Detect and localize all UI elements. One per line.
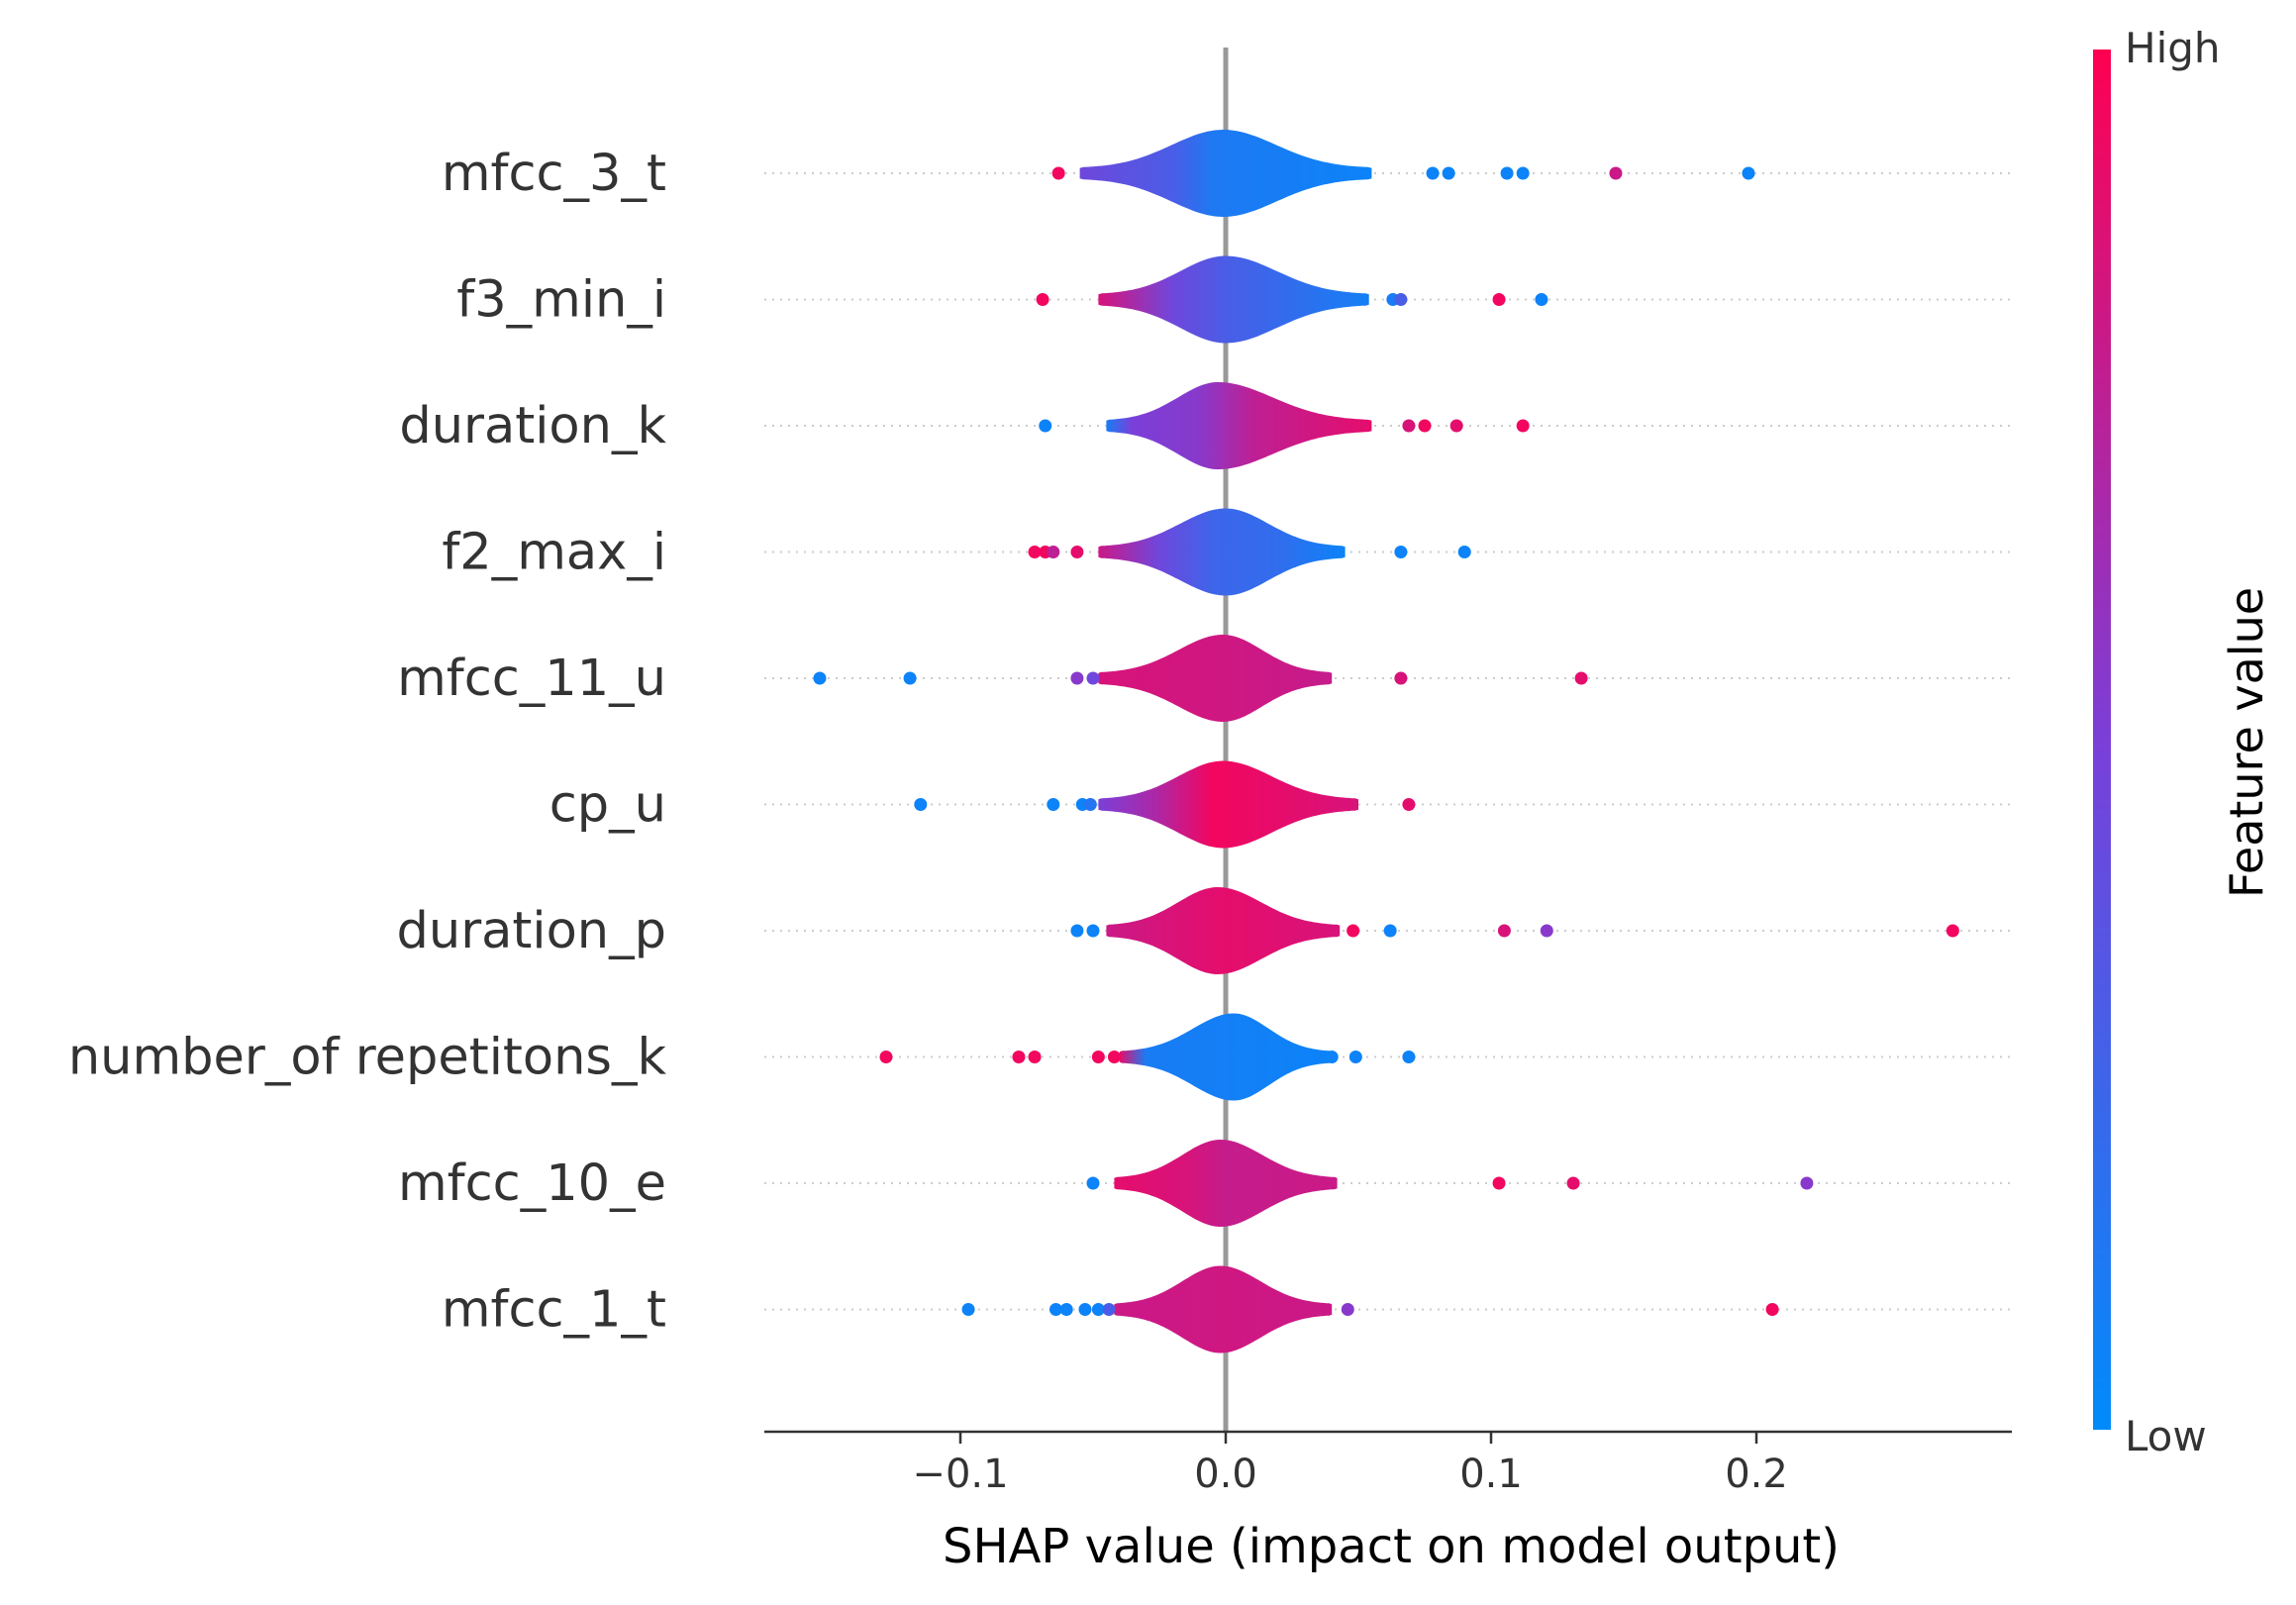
outlier-point [1107,1051,1121,1063]
outlier-point [1325,1051,1339,1063]
x-tick-label: 0.2 [1725,1452,1788,1497]
outlier-point [1402,798,1416,811]
outlier-point [914,798,928,811]
outlier-point [1347,924,1360,938]
outlier-point [1086,1176,1100,1190]
outlier-point [1492,293,1506,306]
outlier-point [1394,293,1408,306]
outlier-point [1028,546,1042,558]
colorbar-gradient [2093,50,2111,1430]
outlier-point [1426,166,1440,180]
x-tick-label: 0.1 [1459,1452,1523,1497]
outlier-point [813,671,827,685]
outlier-point [1574,671,1588,685]
violin-mfcc-3-t [1079,130,1372,217]
outlier-point [1083,798,1097,811]
colorbar: High Low Feature value [2093,24,2273,1460]
outlier-point [1070,546,1084,558]
feature-label: f2_max_i [442,524,666,582]
violin-mfcc-1-t [1114,1265,1333,1354]
outlier-point [1012,1051,1026,1063]
outlier-point [1402,1051,1416,1063]
feature-label: mfcc_1_t [442,1281,666,1340]
feature-label: duration_p [397,902,666,960]
outlier-point [1497,924,1511,938]
outlier-point [1102,1303,1116,1316]
outlier-point [1500,166,1514,180]
violin-duration-k [1106,382,1372,469]
outlier-point [1070,924,1084,938]
outlier-point [1609,166,1623,180]
feature-label: f3_min_i [456,271,666,330]
outlier-point [1070,671,1084,685]
outlier-point [1492,1176,1506,1190]
colorbar-low-label: Low [2125,1412,2207,1460]
outlier-point [903,671,917,685]
outlier-point [1516,419,1530,433]
feature-labels: mfcc_3_t f3_min_i duration_k f2_max_i mfcc_1… [68,145,667,1340]
outlier-points [813,166,1959,1316]
outlier-point [1566,1176,1580,1190]
outlier-point [1742,166,1755,180]
outlier-point [1540,924,1553,938]
outlier-point [961,1303,975,1316]
outlier-point [1418,419,1432,433]
violin-number-of-repetitons-k [1119,1013,1333,1101]
x-axis: −0.1 0.0 0.1 0.2 [764,1430,2012,1497]
outlier-point [1047,546,1060,558]
outlier-point [1348,1051,1362,1063]
outlier-point [1394,546,1408,558]
x-tick-label: 0.0 [1194,1452,1257,1497]
outlier-point [1457,546,1471,558]
violin-mfcc-11-u [1098,635,1333,722]
feature-label: mfcc_11_u [397,650,666,708]
outlier-point [1047,798,1060,811]
outlier-point [1039,419,1052,433]
violins [1079,130,1372,1354]
outlier-point [1449,419,1463,433]
violin-f2-max-i [1098,508,1346,596]
outlier-point [1402,419,1416,433]
outlier-point [1516,166,1530,180]
outlier-point [1036,293,1049,306]
feature-label: duration_k [399,397,666,455]
outlier-point [1059,1303,1073,1316]
outlier-point [1383,924,1397,938]
outlier-point [1442,166,1455,180]
feature-label: mfcc_3_t [442,145,666,203]
x-axis-label: SHAP value (impact on model output) [943,1519,1840,1574]
outlier-point [879,1051,893,1063]
outlier-point [1394,671,1408,685]
violin-f3-min-i [1098,255,1369,344]
violin-mfcc-10-e [1114,1140,1338,1227]
outlier-point [1946,924,1959,938]
violin-duration-p [1106,887,1341,974]
outlier-point [1341,1303,1354,1316]
feature-label: mfcc_10_e [398,1154,666,1213]
feature-label: cp_u [549,776,666,835]
outlier-point [1028,1051,1042,1063]
outlier-point [1086,671,1100,685]
outlier-point [1091,1051,1105,1063]
outlier-point [1535,293,1548,306]
colorbar-high-label: High [2125,24,2221,72]
x-tick-label: −0.1 [912,1452,1008,1497]
outlier-point [1078,1303,1092,1316]
colorbar-title: Feature value [2220,587,2273,898]
outlier-point [1091,1303,1105,1316]
outlier-point [1048,1303,1062,1316]
violin-cp-u [1098,760,1358,849]
outlier-point [1765,1303,1779,1316]
feature-label: number_of repetitons_k [68,1029,667,1087]
row-gridlines [764,172,2012,1311]
outlier-point [1086,924,1100,938]
outlier-point [1800,1176,1814,1190]
outlier-point [1051,166,1065,180]
